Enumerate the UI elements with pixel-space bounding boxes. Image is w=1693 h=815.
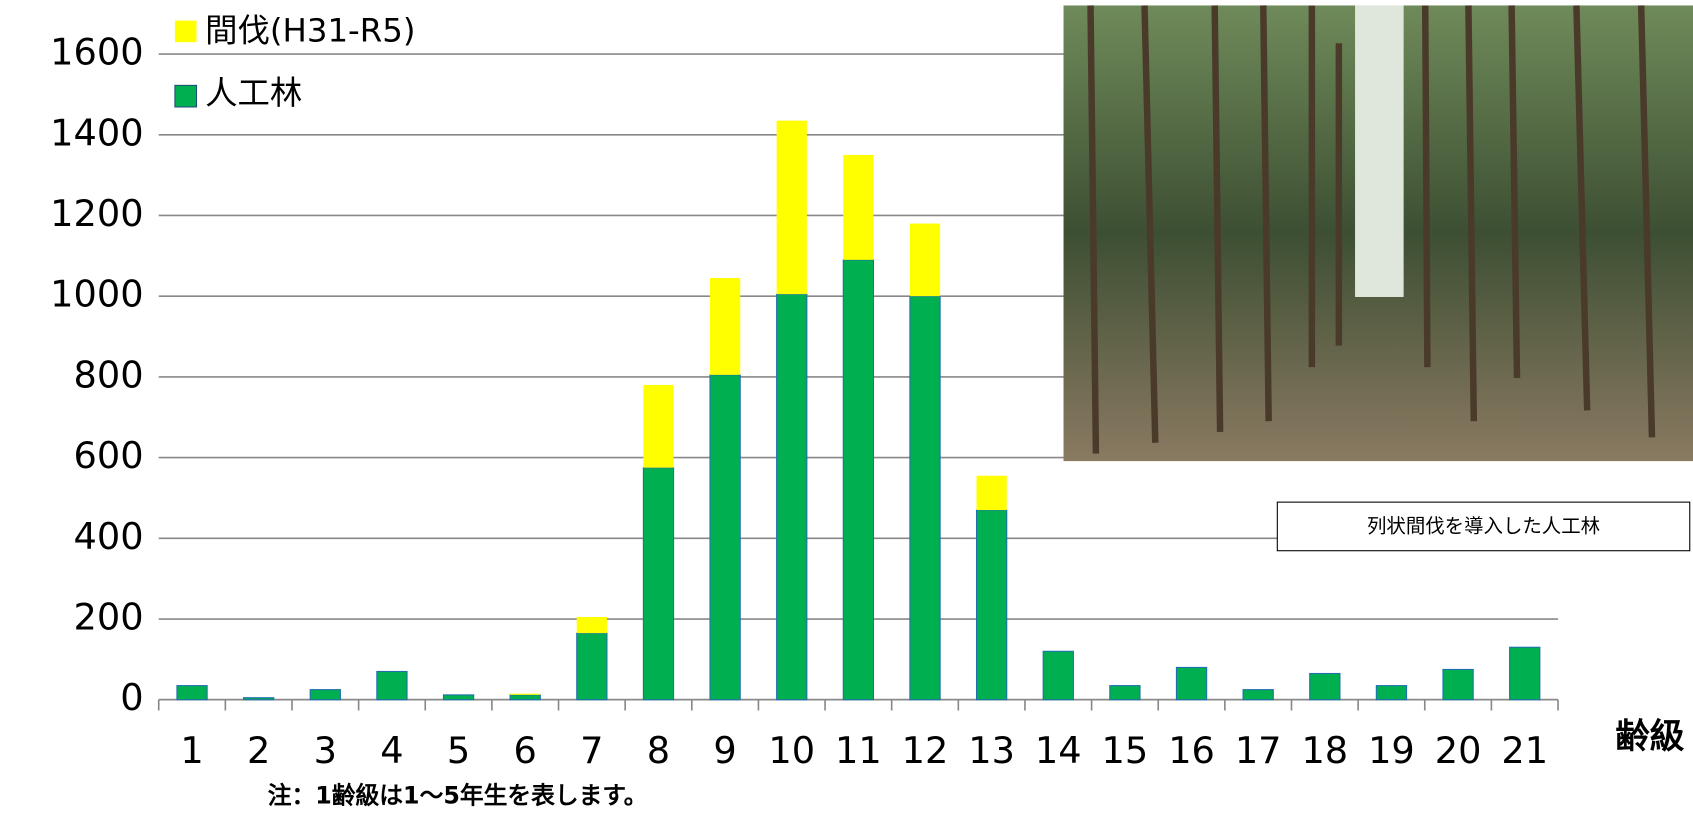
y-tick-label: 1400 [50,111,143,154]
x-tick-label: 19 [1368,729,1415,772]
x-tick-label: 4 [380,729,403,772]
bar [910,224,940,297]
x-tick-label: 7 [580,729,603,772]
bar [577,633,607,700]
bar [710,278,740,375]
x-tick-label: 16 [1168,729,1215,772]
y-tick-label: 1200 [50,192,143,235]
bar [310,690,340,700]
y-tick-label: 400 [74,515,144,558]
legend-label: 人工林 [205,74,302,112]
x-tick-label: 14 [1035,729,1082,772]
x-tick-label: 20 [1435,729,1482,772]
bar [1310,673,1340,699]
x-tick-label: 6 [514,729,537,772]
y-tick-label: 200 [74,596,144,639]
photo-caption: 列状間伐を導入した人工林 [1367,514,1600,537]
bar [1176,667,1206,699]
x-axis-title: 齢級 [1615,717,1685,757]
bar [443,695,473,700]
y-tick-label: 800 [74,353,144,396]
bar [1043,651,1073,699]
x-tick-label: 11 [835,729,882,772]
bar [510,695,540,700]
page: 0 200 400 600 800 1000 1200 1400 1600 列状間伐を導入した人… [0,0,1693,815]
x-tick-label: 12 [902,729,949,772]
bar [1243,690,1273,700]
x-tick-label: 1 [180,729,203,772]
x-tick-label: 21 [1501,729,1548,772]
y-tick-label: 1000 [50,273,143,316]
bar [377,671,407,699]
bar [1110,686,1140,700]
bar [1443,669,1473,699]
x-tick-label: 10 [768,729,815,772]
bar [177,686,207,700]
legend-label: 間伐(H31-R5) [205,11,415,49]
x-tick-label: 2 [247,729,270,772]
bar [510,694,540,695]
bar [710,375,740,700]
bar [1376,686,1406,700]
bar [777,294,807,700]
bar [843,260,873,700]
legend-swatch [175,21,197,43]
chart: 0 200 400 600 800 1000 1200 1400 1600 列状間伐を導入した人… [0,0,1693,811]
bar [643,468,673,700]
x-tick-label: 15 [1102,729,1149,772]
bar [1510,647,1540,699]
legend-swatch [175,85,197,107]
y-tick-label: 1600 [50,31,143,74]
x-tick-label: 3 [314,729,337,772]
note: 注：1齢級は1～5年生を表します。 [268,781,648,809]
bar [577,617,607,633]
x-tick-label: 9 [713,729,736,772]
x-tick-label: 5 [447,729,470,772]
x-tick-label: 8 [647,729,670,772]
x-tick-label: 17 [1235,729,1282,772]
bar [643,385,673,468]
bar [910,296,940,700]
bar [777,121,807,295]
bar [843,155,873,260]
x-tick-label: 18 [1301,729,1348,772]
y-tick-label: 0 [120,676,143,719]
bar [977,510,1007,700]
bar [244,698,274,700]
x-tick-label: 13 [968,729,1015,772]
photo [1064,5,1693,461]
bar [977,476,1007,510]
y-tick-label: 600 [74,434,144,477]
